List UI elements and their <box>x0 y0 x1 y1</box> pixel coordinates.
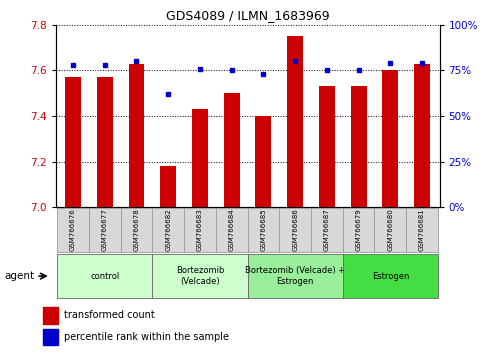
FancyBboxPatch shape <box>343 208 374 252</box>
FancyBboxPatch shape <box>57 254 152 298</box>
Bar <box>43 329 58 345</box>
FancyBboxPatch shape <box>248 254 343 298</box>
Text: GSM766678: GSM766678 <box>133 209 140 251</box>
Bar <box>224 93 240 207</box>
Bar <box>160 166 176 207</box>
Text: GSM766680: GSM766680 <box>387 209 393 251</box>
Bar <box>383 70 398 207</box>
Bar <box>128 63 144 207</box>
Bar <box>287 36 303 207</box>
FancyBboxPatch shape <box>57 208 89 252</box>
FancyBboxPatch shape <box>216 208 248 252</box>
FancyBboxPatch shape <box>248 208 279 252</box>
Text: GSM766677: GSM766677 <box>102 209 108 251</box>
FancyBboxPatch shape <box>311 208 343 252</box>
Bar <box>192 109 208 207</box>
Text: transformed count: transformed count <box>64 310 155 320</box>
Bar <box>414 63 430 207</box>
Text: Estrogen: Estrogen <box>371 272 409 281</box>
FancyBboxPatch shape <box>279 208 311 252</box>
Text: GSM766682: GSM766682 <box>165 209 171 251</box>
FancyBboxPatch shape <box>89 208 121 252</box>
Text: GSM766681: GSM766681 <box>419 209 425 251</box>
Text: percentile rank within the sample: percentile rank within the sample <box>64 332 229 342</box>
FancyBboxPatch shape <box>406 208 438 252</box>
FancyBboxPatch shape <box>374 208 406 252</box>
Bar <box>65 77 81 207</box>
FancyBboxPatch shape <box>152 208 184 252</box>
Bar <box>97 77 113 207</box>
Bar <box>43 307 58 324</box>
FancyBboxPatch shape <box>184 208 216 252</box>
Bar <box>319 86 335 207</box>
Text: agent: agent <box>5 271 35 281</box>
FancyBboxPatch shape <box>343 254 438 298</box>
Bar <box>351 86 367 207</box>
Text: GSM766683: GSM766683 <box>197 209 203 251</box>
Text: GSM766687: GSM766687 <box>324 209 330 251</box>
FancyBboxPatch shape <box>152 254 248 298</box>
Text: Bortezomib
(Velcade): Bortezomib (Velcade) <box>176 267 224 286</box>
Text: GSM766685: GSM766685 <box>260 209 267 251</box>
FancyBboxPatch shape <box>121 208 152 252</box>
Text: control: control <box>90 272 119 281</box>
Title: GDS4089 / ILMN_1683969: GDS4089 / ILMN_1683969 <box>166 9 329 22</box>
Bar <box>256 116 271 207</box>
Text: GSM766686: GSM766686 <box>292 209 298 251</box>
Text: GSM766684: GSM766684 <box>228 209 235 251</box>
Text: GSM766676: GSM766676 <box>70 209 76 251</box>
Text: Bortezomib (Velcade) +
Estrogen: Bortezomib (Velcade) + Estrogen <box>245 267 345 286</box>
Text: GSM766679: GSM766679 <box>355 209 362 251</box>
